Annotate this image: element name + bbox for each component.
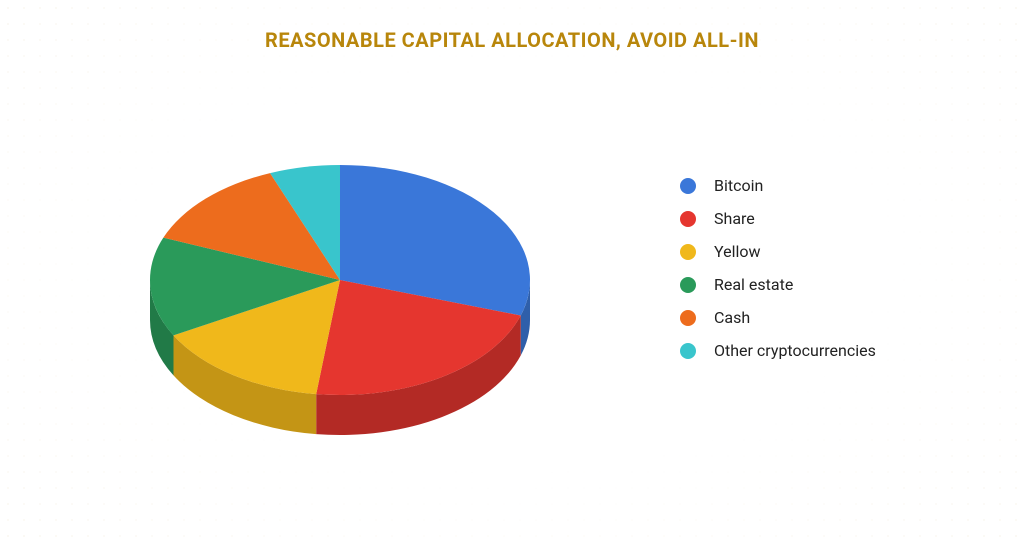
legend-label: Share [714, 209, 755, 228]
legend-label: Yellow [714, 242, 761, 261]
legend-label: Real estate [714, 275, 793, 294]
legend-swatch [680, 211, 696, 227]
pie-chart-svg [110, 125, 570, 475]
legend: Bitcoin Share Yellow Real estate Cash Other c… [680, 176, 876, 374]
legend-label: Bitcoin [714, 176, 763, 195]
legend-item: Cash [680, 308, 876, 327]
legend-swatch [680, 343, 696, 359]
legend-swatch [680, 178, 696, 194]
legend-swatch [680, 310, 696, 326]
legend-item: Real estate [680, 275, 876, 294]
legend-item: Bitcoin [680, 176, 876, 195]
legend-swatch [680, 244, 696, 260]
legend-swatch [680, 277, 696, 293]
chart-title: REASONABLE CAPITAL ALLOCATION, AVOID ALL… [0, 28, 1024, 52]
legend-item: Share [680, 209, 876, 228]
pie-chart [110, 125, 570, 479]
legend-label: Other cryptocurrencies [714, 341, 876, 360]
legend-item: Yellow [680, 242, 876, 261]
legend-label: Cash [714, 308, 750, 327]
legend-item: Other cryptocurrencies [680, 341, 876, 360]
